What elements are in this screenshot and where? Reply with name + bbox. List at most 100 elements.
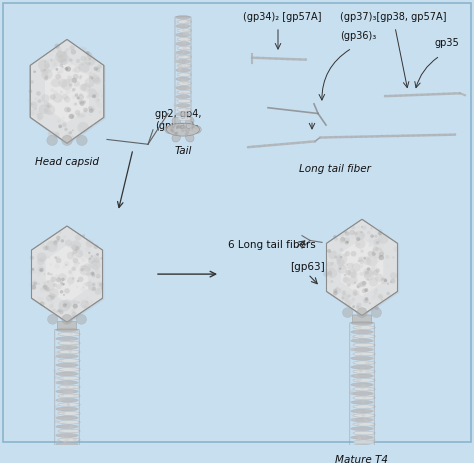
Ellipse shape: [56, 442, 78, 446]
Circle shape: [357, 283, 361, 287]
Circle shape: [54, 240, 57, 243]
Circle shape: [367, 251, 374, 257]
Circle shape: [350, 347, 355, 351]
Circle shape: [37, 282, 40, 285]
Circle shape: [29, 269, 33, 274]
Ellipse shape: [176, 42, 190, 46]
Circle shape: [66, 82, 69, 85]
Circle shape: [362, 288, 367, 293]
Circle shape: [92, 109, 96, 112]
Ellipse shape: [351, 339, 373, 343]
Circle shape: [55, 446, 60, 450]
Circle shape: [45, 307, 49, 311]
Circle shape: [367, 267, 370, 271]
Circle shape: [44, 77, 48, 81]
Circle shape: [72, 314, 77, 319]
Circle shape: [362, 299, 365, 301]
Circle shape: [60, 58, 67, 65]
Circle shape: [327, 249, 331, 253]
Circle shape: [68, 81, 70, 83]
Circle shape: [281, 143, 283, 145]
Circle shape: [184, 66, 187, 68]
Circle shape: [63, 304, 66, 307]
Circle shape: [81, 268, 85, 271]
Circle shape: [69, 114, 74, 119]
Circle shape: [176, 63, 181, 68]
Circle shape: [40, 288, 45, 293]
Ellipse shape: [58, 438, 80, 442]
Circle shape: [350, 333, 352, 336]
Circle shape: [77, 280, 79, 282]
Circle shape: [84, 304, 88, 308]
Circle shape: [57, 309, 61, 312]
Circle shape: [50, 59, 53, 61]
Circle shape: [63, 440, 66, 444]
Circle shape: [368, 244, 372, 247]
Circle shape: [291, 142, 293, 144]
Circle shape: [76, 59, 81, 63]
Circle shape: [81, 300, 90, 309]
Circle shape: [355, 231, 365, 240]
Circle shape: [287, 58, 289, 60]
Circle shape: [363, 418, 365, 421]
Circle shape: [174, 132, 177, 135]
Circle shape: [394, 94, 397, 97]
Circle shape: [61, 283, 64, 286]
Circle shape: [92, 123, 95, 126]
Circle shape: [40, 69, 43, 72]
Circle shape: [49, 288, 59, 298]
Circle shape: [44, 101, 49, 106]
Circle shape: [374, 235, 378, 238]
Circle shape: [187, 53, 191, 57]
Circle shape: [38, 56, 43, 60]
Polygon shape: [30, 39, 104, 144]
Circle shape: [69, 131, 72, 134]
Circle shape: [29, 74, 32, 76]
Ellipse shape: [176, 33, 190, 37]
Circle shape: [384, 94, 386, 97]
Circle shape: [339, 239, 343, 243]
Circle shape: [98, 282, 100, 284]
Circle shape: [86, 51, 90, 55]
Circle shape: [172, 130, 175, 133]
Circle shape: [60, 64, 63, 67]
Circle shape: [339, 233, 344, 238]
Circle shape: [53, 90, 58, 95]
Circle shape: [351, 271, 357, 278]
Circle shape: [71, 345, 74, 348]
Circle shape: [349, 230, 355, 235]
Circle shape: [356, 306, 359, 309]
Ellipse shape: [58, 420, 80, 424]
Circle shape: [347, 269, 356, 277]
Circle shape: [360, 260, 364, 264]
Circle shape: [88, 62, 91, 65]
Circle shape: [340, 256, 342, 258]
Circle shape: [68, 390, 73, 394]
Circle shape: [40, 241, 45, 245]
Circle shape: [33, 107, 36, 111]
Circle shape: [96, 102, 99, 106]
Circle shape: [38, 60, 49, 70]
Circle shape: [51, 63, 56, 68]
Circle shape: [363, 435, 366, 438]
Ellipse shape: [176, 77, 190, 81]
Circle shape: [369, 417, 374, 421]
Circle shape: [363, 257, 371, 265]
Circle shape: [57, 239, 60, 242]
Ellipse shape: [177, 55, 191, 59]
Circle shape: [182, 46, 187, 50]
Circle shape: [357, 307, 367, 318]
Circle shape: [95, 288, 101, 295]
Circle shape: [56, 50, 64, 58]
Circle shape: [337, 251, 341, 255]
Circle shape: [187, 84, 191, 87]
Circle shape: [63, 294, 65, 296]
Circle shape: [363, 395, 366, 398]
Polygon shape: [327, 219, 399, 317]
Circle shape: [378, 254, 382, 257]
Circle shape: [56, 236, 60, 239]
Text: Mature T4: Mature T4: [336, 455, 389, 463]
Ellipse shape: [353, 361, 375, 364]
Circle shape: [330, 262, 334, 265]
Circle shape: [61, 278, 64, 281]
